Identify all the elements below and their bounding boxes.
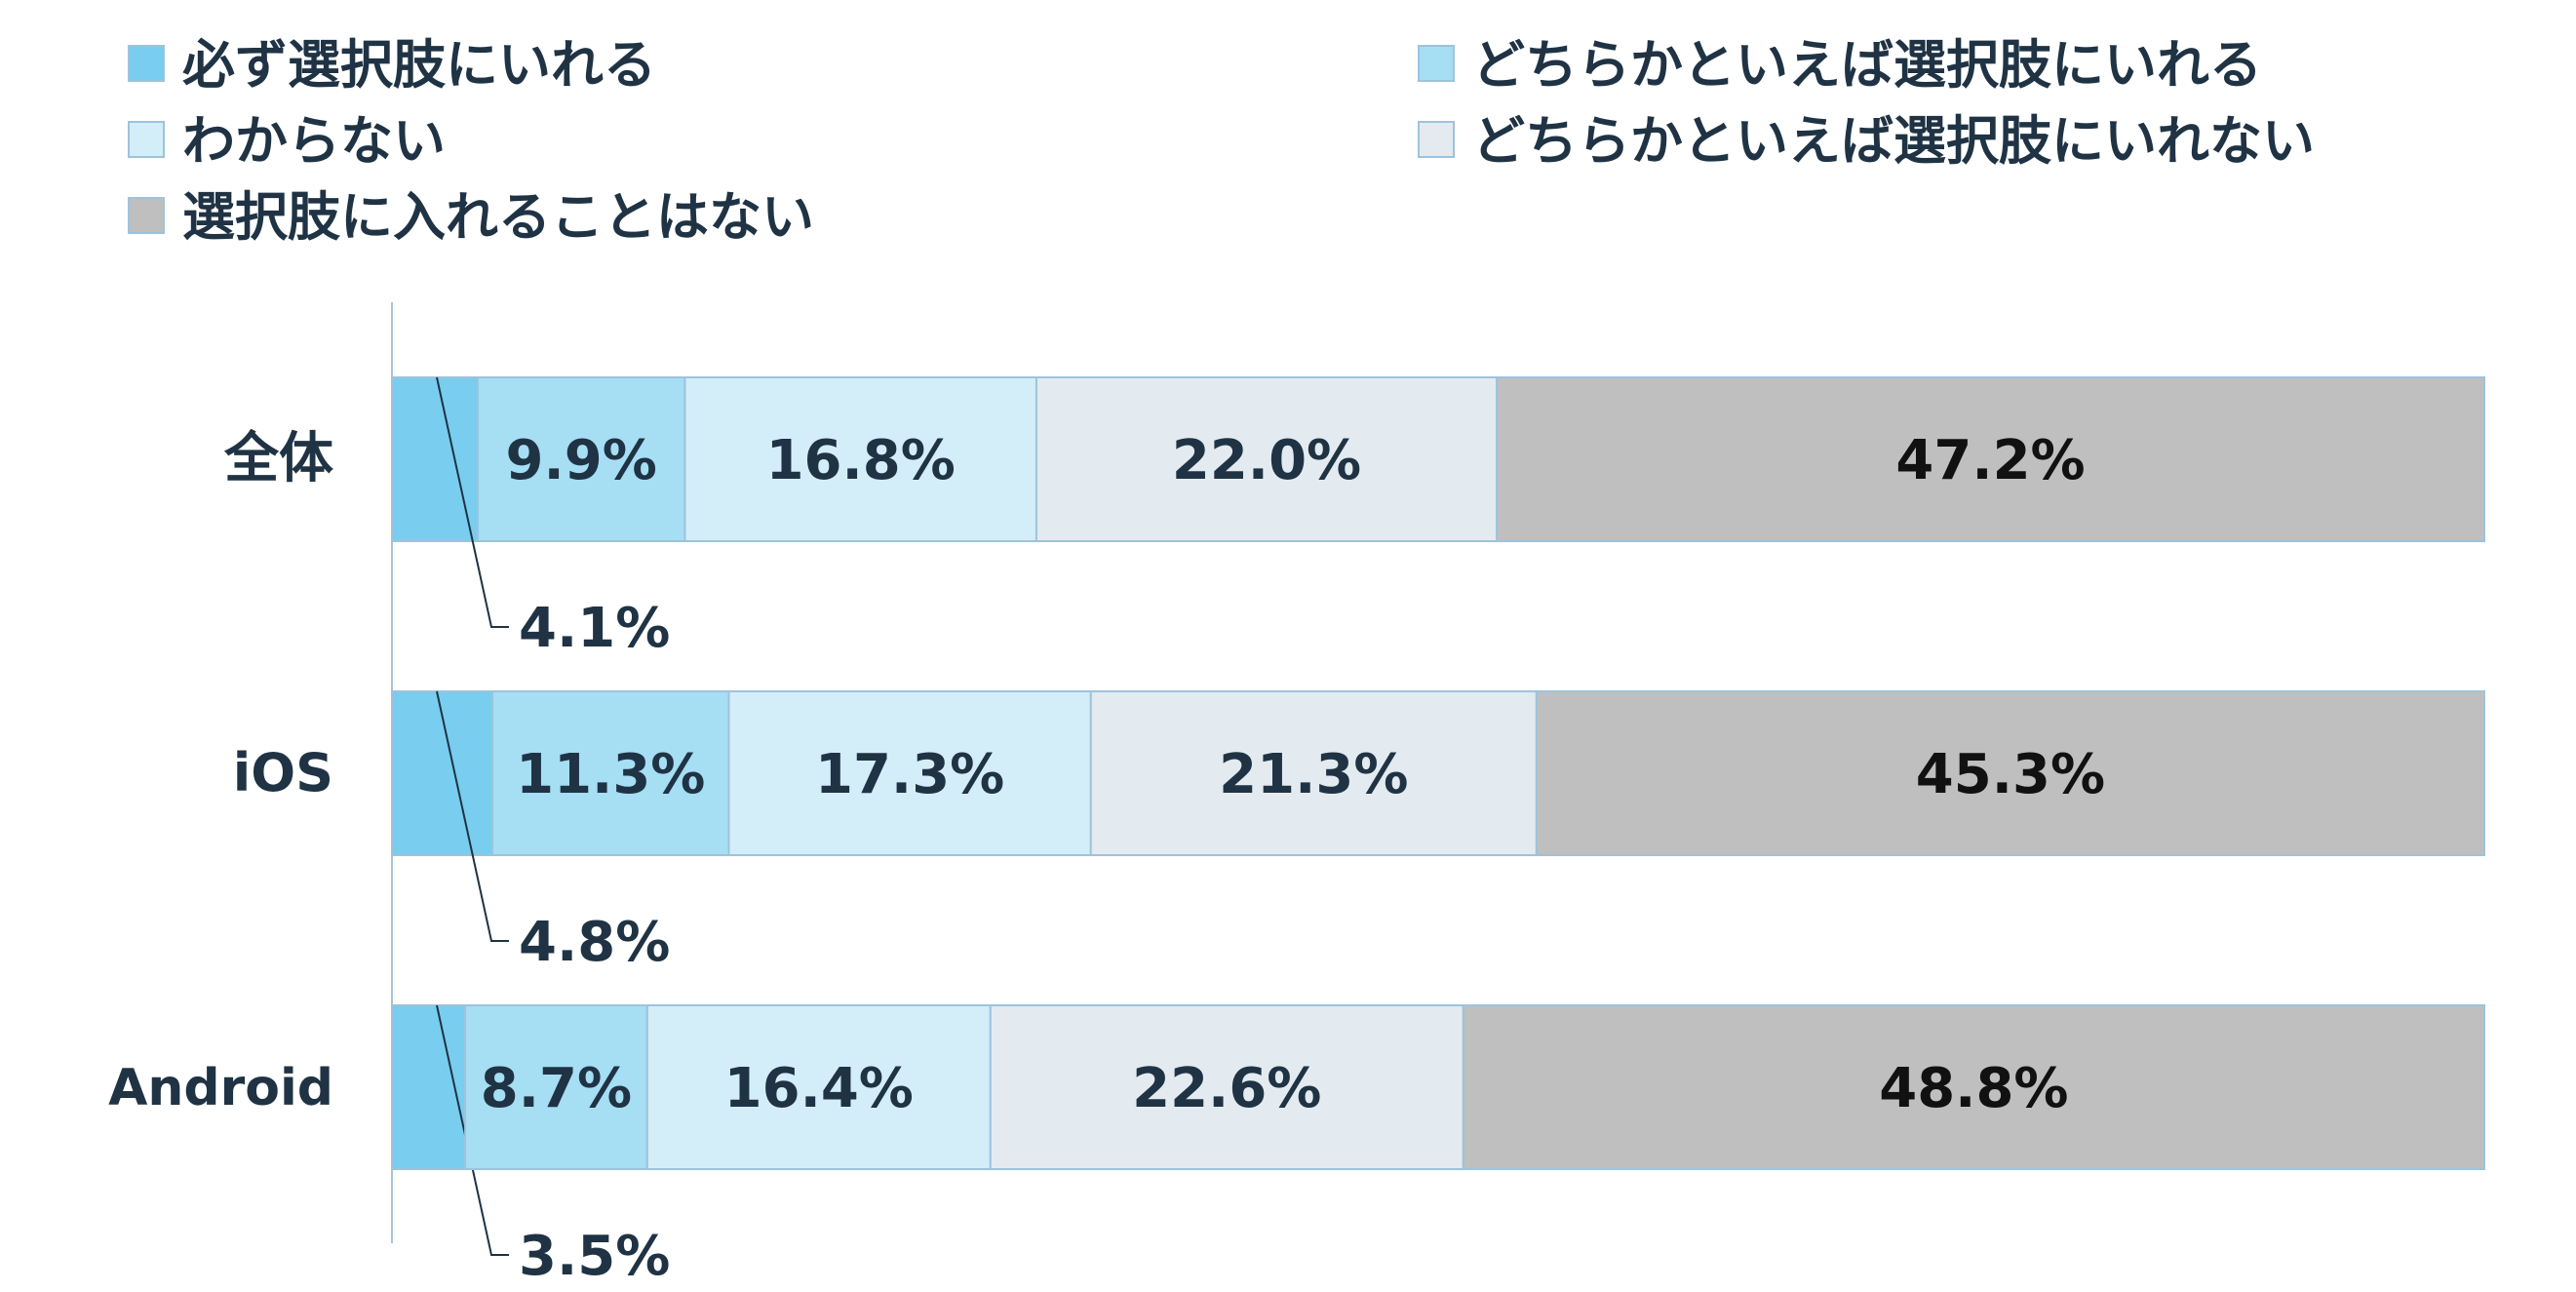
value-label-r1-s1: 4.1% [519, 597, 670, 660]
bar-segment-r1-s3 [683, 376, 1037, 542]
legend-label-1: 必ず選択肢にいれる [182, 34, 656, 96]
bar-segment-r3-s2 [464, 1004, 648, 1170]
value-label-r2-s2: 11.3% [516, 743, 705, 806]
value-label-r1-s3: 16.8% [766, 429, 956, 492]
value-label-r3-s1: 3.5% [519, 1225, 670, 1288]
value-label-r2-s1: 4.8% [519, 911, 670, 974]
legend-label-4: どちらかといえば選択肢にいれない [1472, 110, 2315, 172]
bar-segment-r3-s5 [1462, 1004, 2485, 1170]
bar-segment-r3-s1 [391, 1004, 467, 1170]
value-label-r2-s3: 17.3% [815, 743, 1004, 806]
bar-segment-r2-s4 [1089, 690, 1538, 856]
value-label-r3-s2: 8.7% [481, 1057, 632, 1120]
value-label-r1-s5: 47.2% [1895, 429, 2085, 492]
legend-label-5: 選択肢に入れることはない [182, 186, 814, 248]
legend-swatch-2 [1418, 45, 1455, 82]
value-label-r2-s5: 45.3% [1916, 743, 2105, 806]
bar-segment-r1-s4 [1034, 376, 1499, 542]
callout-line-r2 [436, 690, 509, 942]
bar-segment-r1-s2 [476, 376, 686, 542]
bar-segment-r3-s3 [645, 1004, 992, 1170]
value-label-r2-s4: 21.3% [1219, 743, 1408, 806]
legend-swatch-4 [1418, 121, 1455, 158]
value-label-r1-s2: 9.9% [506, 429, 657, 492]
bar-segment-r1-s1 [391, 376, 479, 542]
category-label-2: iOS [233, 742, 333, 803]
legend-swatch-3 [128, 121, 165, 158]
bar-segment-r1-s5 [1496, 376, 2485, 542]
value-label-r1-s4: 22.0% [1172, 429, 1361, 492]
legend-swatch-5 [128, 197, 165, 234]
legend-label-2: どちらかといえば選択肢にいれる [1472, 34, 2262, 96]
category-label-1: 全体 [223, 427, 333, 490]
category-label-3: Android [108, 1059, 333, 1117]
callout-line-r1 [436, 376, 509, 628]
bar-segment-r2-s3 [727, 690, 1092, 856]
value-label-r3-s3: 16.4% [724, 1057, 914, 1120]
bar-segment-r2-s5 [1535, 690, 2486, 856]
legend-label-3: わからない [182, 110, 446, 172]
bar-segment-r2-s2 [491, 690, 730, 856]
bar-segment-r3-s4 [989, 1004, 1464, 1170]
callout-line-r3 [436, 1004, 509, 1256]
legend-swatch-1 [128, 45, 165, 82]
value-label-r3-s5: 48.8% [1879, 1057, 2068, 1120]
value-label-r3-s4: 22.6% [1132, 1057, 1321, 1120]
